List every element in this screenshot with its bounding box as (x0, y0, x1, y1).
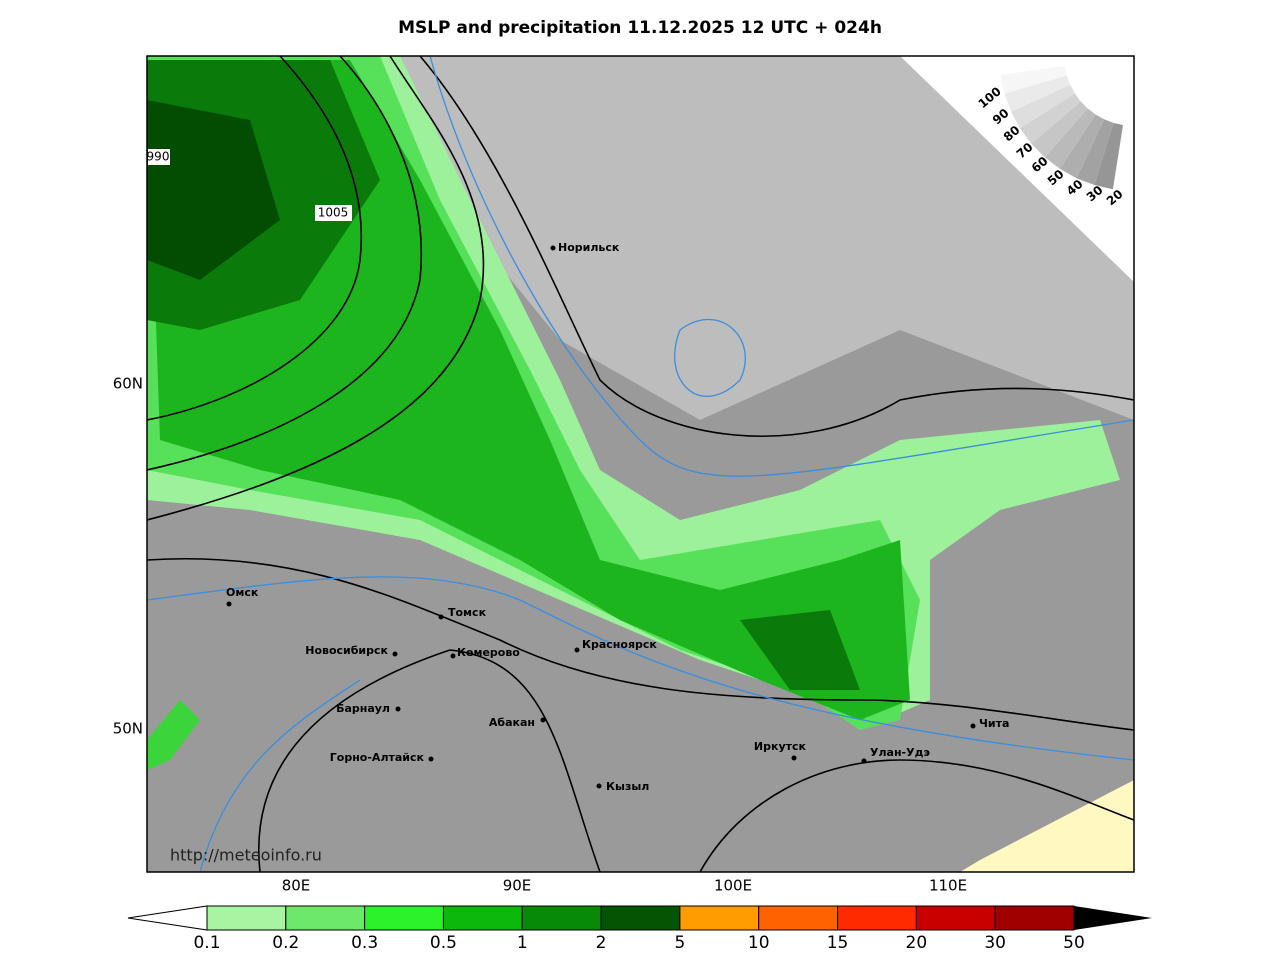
city-label: Кызыл (606, 780, 649, 793)
city-dot (428, 756, 434, 762)
legend-arrow-low (127, 905, 208, 931)
legend-label: 15 (827, 933, 849, 953)
legend-swatch (285, 905, 366, 931)
lat-label: 60N (113, 375, 143, 393)
city-label: Барнаул (336, 702, 390, 715)
cities: Норильск Омск Томск Новосибирск Кемерово Крас… (226, 241, 1009, 793)
legend-label: 0.5 (430, 933, 457, 953)
legend-swatch (364, 905, 444, 931)
legend-label: 1 (517, 933, 528, 953)
light-cloud (400, 56, 1134, 420)
city-dot (574, 647, 580, 653)
precip-5 (147, 100, 280, 280)
city-dot (596, 783, 602, 789)
city-label: Горно-Алтайск (330, 751, 425, 764)
city-dot (861, 758, 867, 764)
city-label: Улан-Удэ (870, 746, 930, 759)
legend-swatch (994, 905, 1075, 931)
city-label: Красноярск (582, 638, 657, 651)
city-dot (550, 245, 556, 251)
city-label: Омск (226, 586, 259, 599)
legend-label: 10 (748, 933, 770, 953)
city-dot (791, 755, 797, 761)
legend-label: 0.3 (351, 933, 378, 953)
legend-swatch (915, 905, 996, 931)
legend-label: 0.2 (272, 933, 299, 953)
city-label: Норильск (558, 241, 620, 254)
cloud-scale-segment (1020, 93, 1081, 144)
isobar-label-box (148, 149, 170, 165)
isobars (147, 56, 1134, 872)
cloud-scale-segment (1000, 65, 1067, 94)
lon-label: 90E (503, 877, 532, 895)
isobar-label-box (315, 205, 352, 221)
lon-label: 80E (282, 877, 311, 895)
legend-swatch (600, 905, 681, 931)
map-frame (146, 55, 1135, 873)
isobar-label: 1005 (318, 206, 349, 220)
city-dot (970, 723, 976, 729)
cloud-scale-segment (1094, 122, 1123, 190)
legend-label: 50 (1063, 933, 1085, 953)
isobar-label: 990 (147, 150, 170, 164)
legend-label: 2 (596, 933, 607, 953)
precip-legend: 0.1 0.2 0.3 0.5 1 2 5 10 15 20 30 50 (127, 905, 1152, 953)
city-dot (540, 717, 546, 723)
legend-swatch (206, 905, 287, 931)
cloud-scale-segment (1044, 108, 1096, 169)
cloud-scale-segment (1059, 114, 1105, 179)
city-dot (395, 706, 401, 712)
lat-label: 50N (113, 720, 143, 738)
credit: http://meteoinfo.ru (170, 846, 322, 865)
legend-swatch (679, 905, 760, 931)
city-dot (226, 601, 232, 607)
city-dot (438, 614, 444, 620)
legend-swatch (442, 905, 523, 931)
lon-label: 100E (714, 877, 752, 895)
title: MSLP and precipitation 11.12.2025 12 UTC… (398, 18, 882, 38)
city-dot (392, 651, 398, 657)
cloud-scale-segment (1076, 119, 1114, 185)
legend-arrow-high (1074, 906, 1152, 930)
city-label: Томск (448, 606, 487, 619)
cloud-scale-segment (1031, 101, 1088, 158)
city-label: Абакан (489, 716, 535, 729)
city-label: Иркутск (754, 740, 807, 753)
legend-swatch (837, 905, 917, 931)
legend-swatch (521, 905, 602, 931)
city-label: Кемерово (457, 646, 520, 659)
legend-label: 5 (674, 933, 685, 953)
lon-label: 110E (929, 877, 967, 895)
city-label: Новосибирск (305, 644, 388, 657)
isotherms (147, 56, 1134, 872)
legend-swatch (758, 905, 839, 931)
legend-label: 30 (984, 933, 1006, 953)
legend-label: 0.1 (193, 933, 220, 953)
city-dot (450, 653, 456, 659)
legend-label: 20 (906, 933, 928, 953)
city-label: Чита (979, 717, 1009, 730)
precip-patch (147, 700, 200, 770)
cloud-scale-segment (1011, 84, 1075, 129)
cloud-scale-segment (1004, 75, 1071, 112)
